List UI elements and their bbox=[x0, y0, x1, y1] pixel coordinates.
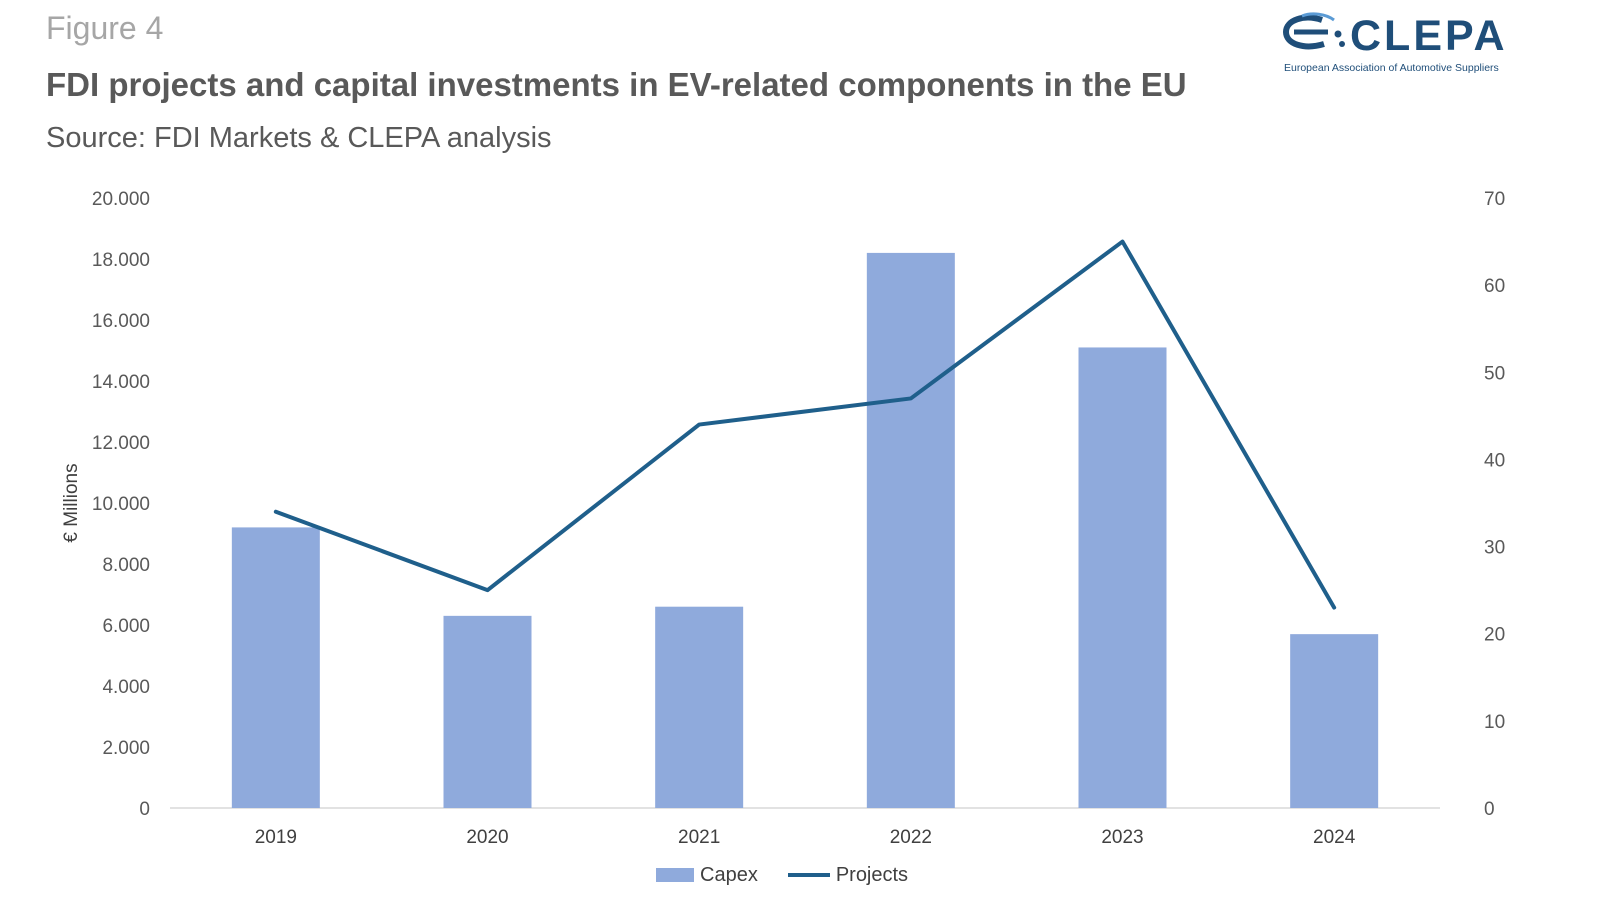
clepa-logo: CLEPA European Association of Automotive… bbox=[1282, 8, 1532, 78]
y2-tick-label: 60 bbox=[1484, 276, 1505, 297]
legend-label-projects: Projects bbox=[835, 863, 909, 886]
y-tick-label: 2.000 bbox=[102, 738, 150, 759]
y-tick-label: 14.000 bbox=[92, 372, 150, 393]
logo-tagline: European Association of Automotive Suppl… bbox=[1284, 62, 1499, 74]
y-tick-label: 4.000 bbox=[102, 677, 150, 698]
legend-swatch-capex bbox=[656, 868, 694, 882]
x-tick-label: 2022 bbox=[890, 827, 932, 848]
y-tick-label: 6.000 bbox=[102, 616, 150, 637]
bar-capex-2019 bbox=[231, 527, 320, 808]
legend-item-projects: Projects bbox=[787, 863, 909, 887]
y-tick-label: 18.000 bbox=[92, 250, 150, 271]
y-axis-title: € Millions bbox=[61, 463, 82, 542]
y2-tick-label: 50 bbox=[1484, 363, 1505, 384]
x-tick-label: 2019 bbox=[255, 827, 297, 848]
y2-tick-label: 30 bbox=[1484, 538, 1505, 559]
legend-item-capex: Capex bbox=[656, 864, 758, 887]
y2-tick-label: 10 bbox=[1484, 712, 1505, 733]
legend-swatch-projects bbox=[787, 873, 830, 877]
chart-subtitle: Source: FDI Markets & CLEPA analysis bbox=[46, 122, 552, 154]
x-tick-label: 2024 bbox=[1313, 827, 1356, 848]
bar-capex-2021 bbox=[655, 606, 744, 808]
y-tick-label: 20.000 bbox=[92, 189, 150, 210]
y2-tick-label: 70 bbox=[1484, 189, 1505, 210]
bar-capex-2020 bbox=[443, 615, 532, 808]
y-tick-label: 16.000 bbox=[92, 311, 150, 332]
y-tick-label: 8.000 bbox=[102, 555, 150, 576]
legend-label-capex: Capex bbox=[700, 863, 758, 886]
x-tick-label: 2021 bbox=[678, 827, 720, 848]
line-projects bbox=[273, 239, 1337, 610]
y-tick-label: 10.000 bbox=[92, 494, 150, 515]
bar-capex-2024 bbox=[1290, 634, 1379, 808]
chart-legend: Capex Projects bbox=[656, 862, 938, 888]
x-tick-label: 2023 bbox=[1101, 827, 1143, 848]
logo-text: CLEPA bbox=[1350, 12, 1508, 60]
y2-tick-label: 0 bbox=[1484, 799, 1495, 820]
bar-capex-2022 bbox=[866, 252, 955, 808]
clepa-logo-mark-icon bbox=[1282, 12, 1345, 50]
y2-tick-label: 40 bbox=[1484, 450, 1505, 471]
x-tick-label: 2020 bbox=[466, 827, 508, 848]
y2-tick-label: 20 bbox=[1484, 625, 1505, 646]
y-tick-label: 0 bbox=[139, 799, 150, 820]
bar-capex-2023 bbox=[1078, 347, 1167, 808]
y-tick-label: 12.000 bbox=[92, 433, 150, 454]
figure-label: Figure 4 bbox=[46, 10, 164, 46]
chart-title: FDI projects and capital investments in … bbox=[46, 66, 1187, 103]
